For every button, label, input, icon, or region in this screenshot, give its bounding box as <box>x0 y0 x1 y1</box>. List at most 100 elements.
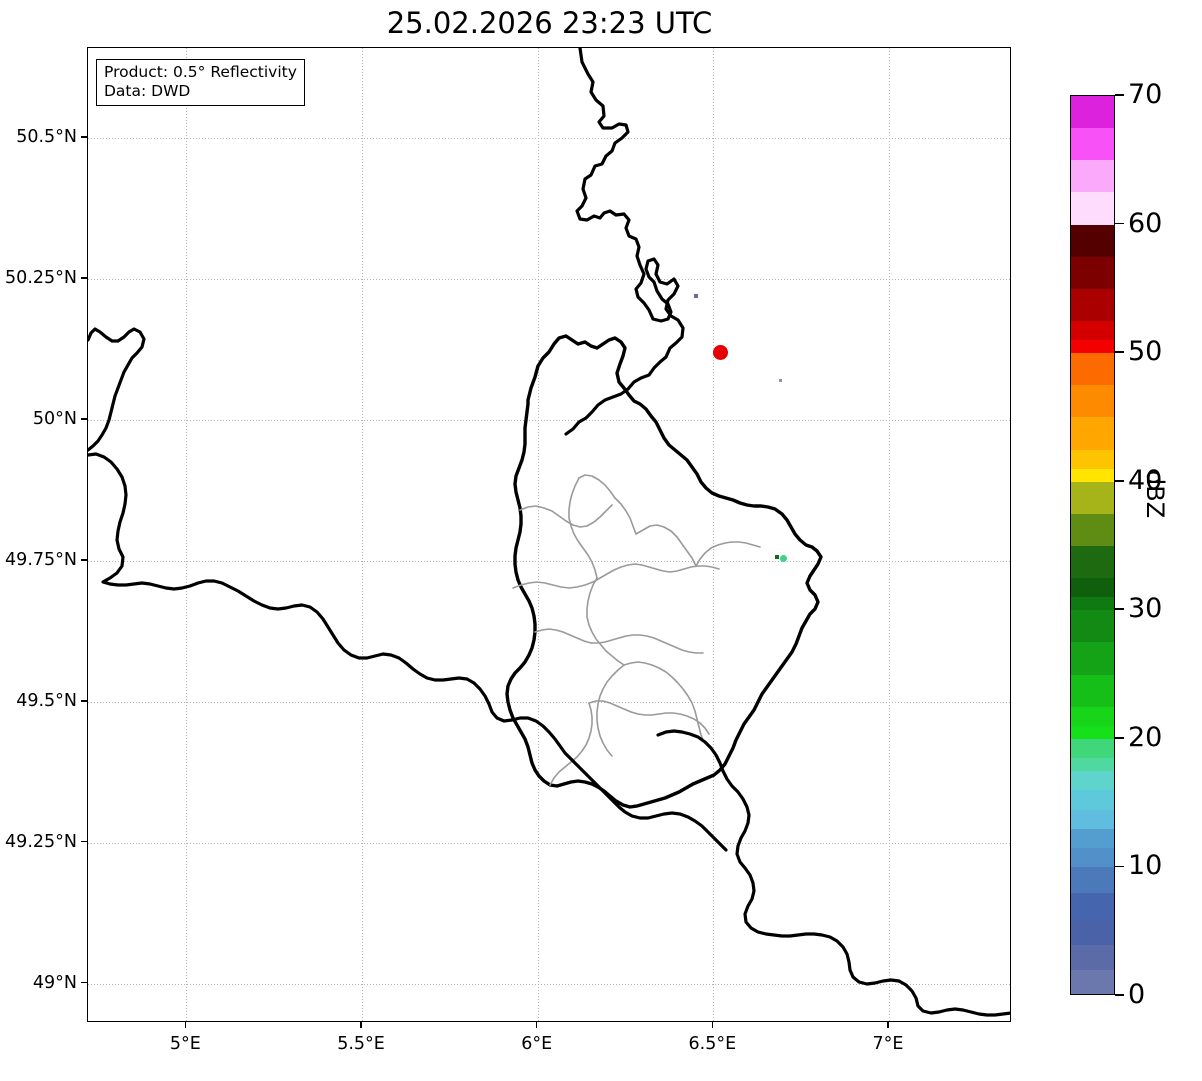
colorbar-band-17 <box>1071 578 1114 598</box>
gridline-vertical-0 <box>186 48 188 1021</box>
map-plot-area[interactable]: Product: 0.5° Reflectivity Data: DWD <box>87 47 1011 1022</box>
y-tick-mark-5 <box>81 840 87 843</box>
radar-echo-red <box>712 344 728 360</box>
x-tick-mark-2 <box>535 1022 538 1028</box>
x-tick-label-1: 5.5°E <box>337 1034 385 1054</box>
gridline-horizontal-2 <box>88 420 1010 421</box>
colorbar-band-33 <box>1071 918 1114 946</box>
colorbar-band-13 <box>1071 468 1114 483</box>
colorbar-band-12 <box>1071 449 1114 470</box>
gridline-vertical-3 <box>713 48 715 1021</box>
colorbar-tick-mark-5 <box>1115 737 1124 739</box>
gridline-horizontal-4 <box>88 701 1010 703</box>
colorbar-band-14 <box>1071 481 1114 515</box>
colorbar-tick-mark-0 <box>1115 94 1124 96</box>
y-tick-label-6: 49°N <box>32 972 77 993</box>
colorbar-tick-label-6: 10 <box>1128 850 1163 882</box>
gridline-vertical-2 <box>537 48 539 1021</box>
y-tick-label-0: 50.5°N <box>16 127 77 148</box>
x-tick-label-2: 6°E <box>521 1034 553 1054</box>
colorbar-tick-mark-6 <box>1115 865 1124 868</box>
colorbar-band-1 <box>1071 128 1114 161</box>
x-tick-mark-1 <box>360 1022 362 1028</box>
colorbar-band-7 <box>1071 321 1114 341</box>
colorbar-band-23 <box>1071 726 1114 740</box>
page-title: 25.02.2026 23:23 UTC <box>386 6 713 40</box>
colorbar-band-10 <box>1071 385 1114 419</box>
y-tick-mark-3 <box>81 559 87 561</box>
colorbar-band-4 <box>1071 224 1114 258</box>
y-tick-mark-0 <box>81 136 87 138</box>
gridline-horizontal-6 <box>88 983 1010 985</box>
colorbar-tick-mark-4 <box>1115 608 1124 611</box>
colorbar-tick-label-7: 0 <box>1128 979 1146 1010</box>
x-tick-mark-4 <box>887 1022 889 1028</box>
colorbar-tick-label-5: 20 <box>1128 721 1163 753</box>
colorbar-tick-label-2: 50 <box>1128 336 1163 368</box>
radar-echo-faint-north <box>693 294 698 298</box>
y-tick-mark-4 <box>81 699 87 702</box>
colorbar-band-9 <box>1071 353 1114 386</box>
data-source-line: Data: DWD <box>104 82 191 100</box>
colorbar-band-22 <box>1071 706 1114 727</box>
colorbar-band-32 <box>1071 893 1114 920</box>
x-tick-label-0: 5°E <box>169 1034 201 1054</box>
y-tick-label-4: 49.5°N <box>16 690 77 711</box>
y-tick-label-2: 50°N <box>32 408 77 429</box>
colorbar-band-26 <box>1071 771 1114 791</box>
x-tick-label-4: 7°E <box>872 1034 904 1054</box>
x-tick-label-3: 6.5°E <box>688 1034 737 1054</box>
colorbar-tick-label-3: 40 <box>1128 464 1163 496</box>
colorbar-band-20 <box>1071 642 1114 676</box>
y-tick-label-5: 49.25°N <box>5 831 77 852</box>
colorbar-band-2 <box>1071 160 1114 194</box>
colorbar-band-18 <box>1071 597 1114 611</box>
colorbar-tick-mark-2 <box>1115 351 1124 353</box>
colorbar-band-0 <box>1071 96 1114 129</box>
y-tick-label-1: 50.25°N <box>5 268 77 289</box>
colorbar[interactable] <box>1070 95 1115 995</box>
colorbar-tick-mark-3 <box>1115 479 1124 482</box>
colorbar-band-15 <box>1071 513 1114 547</box>
product-info-box: Product: 0.5° Reflectivity Data: DWD <box>96 59 305 106</box>
colorbar-band-16 <box>1071 546 1114 579</box>
colorbar-band-28 <box>1071 809 1114 830</box>
gridline-horizontal-3 <box>88 560 1010 562</box>
colorbar-tick-mark-1 <box>1115 222 1124 225</box>
colorbar-tick-label-4: 30 <box>1128 593 1163 625</box>
map-borders <box>88 48 1010 1017</box>
colorbar-tick-label-1: 60 <box>1128 207 1163 239</box>
colorbar-band-5 <box>1071 256 1114 290</box>
x-tick-mark-0 <box>184 1022 187 1028</box>
product-line: Product: 0.5° Reflectivity <box>104 63 297 81</box>
colorbar-band-27 <box>1071 790 1114 811</box>
radar-echo-faint-east <box>778 379 782 382</box>
colorbar-band-24 <box>1071 738 1114 759</box>
gridline-horizontal-1 <box>88 279 1010 281</box>
colorbar-band-31 <box>1071 867 1114 894</box>
x-tick-mark-3 <box>711 1022 714 1028</box>
radar-echo-teal <box>780 554 788 562</box>
gridline-horizontal-0 <box>88 138 1010 140</box>
y-tick-mark-2 <box>81 418 87 420</box>
colorbar-band-35 <box>1071 970 1114 994</box>
gridline-horizontal-5 <box>88 842 1010 844</box>
colorbar-tick-label-0: 70 <box>1128 79 1163 110</box>
colorbar-band-3 <box>1071 192 1114 226</box>
colorbar-band-29 <box>1071 828 1114 849</box>
border-belgium-germany <box>564 48 685 436</box>
colorbar-band-8 <box>1071 340 1114 354</box>
colorbar-title: dBZ <box>1141 470 1169 519</box>
colorbar-tick-mark-7 <box>1115 994 1124 996</box>
y-tick-label-3: 49.75°N <box>5 549 77 570</box>
colorbar-band-11 <box>1071 417 1114 451</box>
colorbar-band-25 <box>1071 758 1114 772</box>
colorbar-band-30 <box>1071 848 1114 868</box>
y-tick-mark-1 <box>81 277 87 279</box>
colorbar-band-21 <box>1071 674 1114 708</box>
gridline-vertical-4 <box>889 48 890 1021</box>
border-belgium-france-southwest <box>88 452 728 852</box>
border-luxembourg <box>505 334 823 809</box>
colorbar-band-6 <box>1071 288 1114 322</box>
